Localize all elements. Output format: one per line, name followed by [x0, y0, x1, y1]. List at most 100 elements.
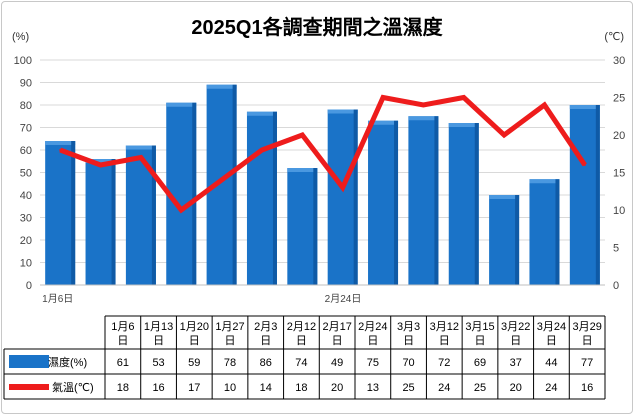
legend-temperature-label: 氣溫(℃) [52, 380, 94, 394]
humidity-bar-side [474, 123, 479, 285]
left-tick-label: 90 [20, 78, 32, 90]
table-humidity-value: 44 [545, 357, 557, 369]
humidity-bar [529, 179, 560, 285]
axis-layer: 0 10 20 30 40 50 60 70 80 90 100 0 5 10 15 20 25 30 1月6日 2月… [14, 55, 626, 305]
right-axis-unit: (℃) [604, 31, 624, 43]
humidity-bar [408, 116, 439, 285]
left-tick-label: 50 [20, 168, 32, 180]
temperature-point [543, 104, 546, 106]
humidity-bar [448, 123, 479, 285]
table-header-date: 2月24 [358, 321, 387, 333]
humidity-bar-top [368, 120, 399, 125]
table-header-date: 3月3 [397, 321, 420, 333]
humidity-bar-side [313, 168, 318, 285]
table-humidity-value: 72 [438, 357, 450, 369]
table-header-date: 1月6 [111, 321, 134, 333]
table-header-day: 日 [367, 335, 378, 347]
table-humidity-value: 69 [474, 357, 486, 369]
table-header-day: 日 [403, 335, 414, 347]
humidity-bar [45, 141, 76, 285]
table-humidity-value: 75 [367, 357, 379, 369]
table-header-day: 日 [260, 335, 271, 347]
humidity-bar-top [206, 84, 237, 89]
right-tick-label: 20 [613, 130, 625, 142]
table-header-day: 日 [510, 335, 521, 347]
humidity-bar-side [434, 116, 439, 285]
table-humidity-value: 37 [510, 357, 522, 369]
table-header-date: 1月27 [215, 321, 244, 333]
table-humidity-value: 59 [188, 357, 200, 369]
left-tick-label: 70 [20, 123, 32, 135]
bars-layer [45, 84, 600, 285]
temperature-point [301, 134, 304, 136]
humidity-bar-top [45, 141, 76, 145]
table-header-day: 日 [189, 335, 200, 347]
legend-humidity-swatch [9, 355, 49, 368]
humidity-bar-top [448, 123, 479, 127]
table-temperature-value: 20 [331, 382, 343, 394]
humidity-bar-side [272, 111, 277, 285]
humidity-bar-side [192, 102, 197, 285]
legend-temperature-swatch [9, 384, 49, 390]
right-tick-label: 30 [613, 55, 625, 67]
humidity-bar-side [555, 179, 560, 285]
table-header-day: 日 [296, 335, 307, 347]
temperature-point [220, 179, 223, 181]
table-header-date: 2月12 [287, 321, 316, 333]
table-temperature-value: 10 [224, 382, 236, 394]
left-tick-label: 30 [20, 213, 32, 225]
line-layer [59, 94, 587, 214]
humidity-bar-side [595, 105, 600, 285]
humidity-bar-top [166, 102, 197, 107]
temperature-point [583, 164, 586, 166]
left-tick-label: 80 [20, 100, 32, 112]
table-temperature-value: 14 [260, 382, 272, 394]
table-header-day: 日 [475, 335, 486, 347]
humidity-bar-top [489, 195, 520, 199]
humidity-bar [125, 145, 156, 285]
table-header-date: 2月3 [254, 321, 277, 333]
table-humidity-value: 74 [295, 357, 307, 369]
temperature-point [503, 134, 506, 136]
left-tick-label: 10 [20, 258, 32, 270]
table-header-day: 日 [153, 335, 164, 347]
table-header-day: 日 [582, 335, 593, 347]
temperature-point [462, 96, 465, 99]
left-tick-label: 100 [14, 55, 32, 67]
right-tick-label: 25 [613, 93, 625, 105]
temperature-point [59, 149, 62, 151]
left-tick-label: 40 [20, 190, 32, 202]
humidity-bar-side [151, 145, 156, 285]
table-header-day: 日 [117, 335, 128, 347]
left-tick-label: 60 [20, 145, 32, 157]
table-temperature-value: 18 [295, 382, 307, 394]
table-temperature-value: 20 [510, 382, 522, 394]
humidity-bar-side [353, 109, 358, 285]
humidity-bar [327, 109, 358, 285]
humidity-bar [246, 111, 277, 285]
data-table: 1月6 日 1月13 日 1月20 日 1月27 日 2月3 日 2月12 日 2月17 日 2月24 日 3月… [3, 315, 606, 400]
table-temperature-value: 18 [117, 382, 129, 394]
temperature-point [180, 209, 183, 211]
table-humidity-value: 78 [224, 357, 236, 369]
table-header-day: 日 [225, 335, 236, 347]
table-header-day: 日 [546, 335, 557, 347]
table-header-date: 3月15 [465, 321, 494, 333]
humidity-bar-top [327, 109, 358, 114]
temperature-line [59, 94, 587, 214]
chart-svg: 2025Q1各調查期間之溫濕度 (%) (℃) 0102030405060708… [3, 15, 626, 400]
left-tick-label: 0 [26, 280, 32, 292]
table-temperature-value: 25 [474, 382, 486, 394]
table-temperature-value: 16 [152, 382, 164, 394]
humidity-bar-top [125, 145, 156, 150]
table-header-day: 日 [332, 335, 343, 347]
table-temperature-value: 13 [367, 382, 379, 394]
humidity-bar-top [246, 111, 277, 116]
humidity-bar-top [287, 168, 318, 172]
table-header-date: 3月24 [537, 321, 566, 333]
humidity-bar-top [408, 116, 439, 121]
right-tick-label: 10 [613, 205, 625, 217]
table-header-day: 日 [439, 335, 450, 347]
table-humidity-value: 49 [331, 357, 343, 369]
table-humidity-value: 77 [581, 357, 593, 369]
